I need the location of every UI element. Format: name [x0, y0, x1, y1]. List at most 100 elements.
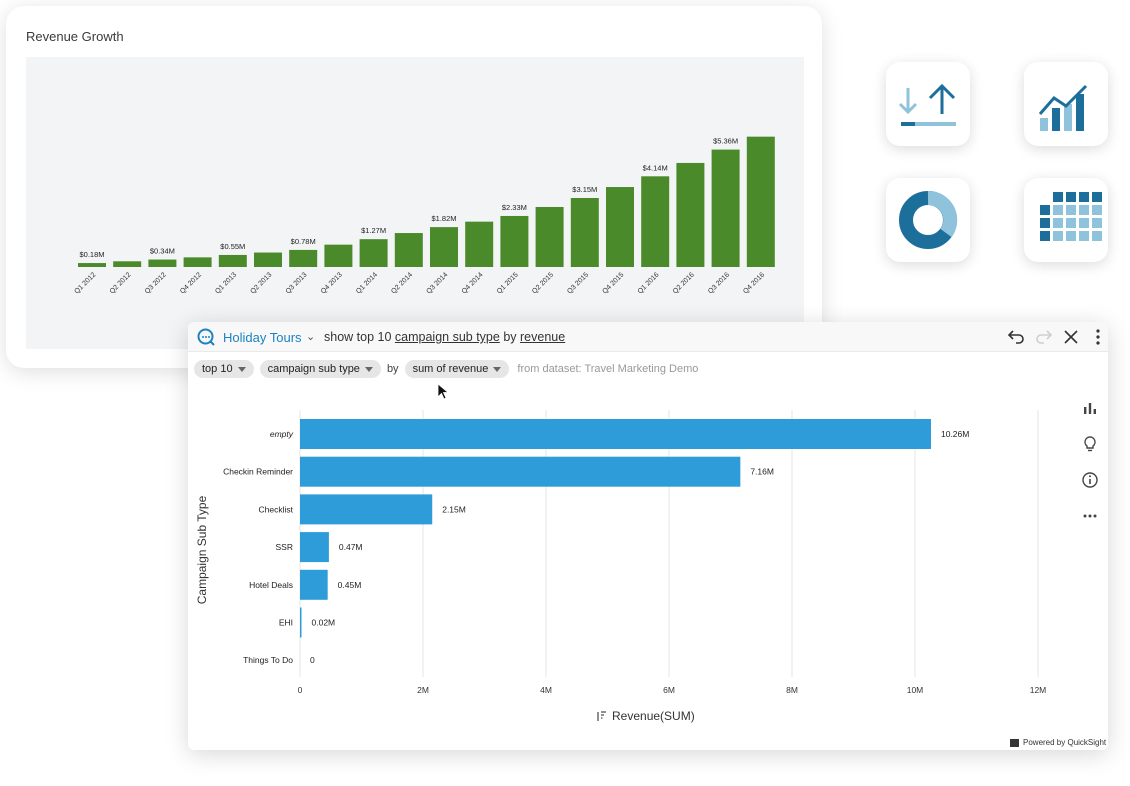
- lightbulb-icon[interactable]: [1080, 434, 1100, 454]
- chevron-down-icon[interactable]: ⌄: [306, 331, 316, 343]
- more-vertical-icon[interactable]: [1088, 327, 1108, 347]
- grid-cell: [1092, 192, 1102, 202]
- revenue-growth-title: Revenue Growth: [26, 29, 124, 44]
- y-axis-title: Campaign Sub Type: [195, 495, 209, 604]
- revenue-bar[interactable]: [289, 249, 318, 267]
- topic-selector[interactable]: Holiday Tours: [223, 330, 302, 345]
- campaign-revenue-chart: 0 2M 4M 6M 8M 10M 12M 10.26M empty 7.16M Checkin R…: [195, 410, 1046, 723]
- x-tick-label: Q1 2016: [637, 271, 661, 295]
- caret-down-icon: [493, 366, 502, 372]
- mouse-cursor-icon: [437, 383, 449, 400]
- x-tick-label: Q4 2014: [461, 271, 485, 295]
- campaign-bar[interactable]: [300, 607, 302, 638]
- grid-cell: [1066, 218, 1076, 228]
- question-field[interactable]: campaign sub type: [394, 330, 500, 344]
- revenue-bar[interactable]: [570, 198, 599, 267]
- bar-data-label: $2.33M: [502, 203, 527, 212]
- line-bar-chart-icon: [1038, 84, 1088, 131]
- redo-icon[interactable]: [1034, 327, 1054, 347]
- top-n-chip[interactable]: top 10: [194, 360, 254, 378]
- grid-cell: [1053, 192, 1063, 202]
- campaign-bar[interactable]: [300, 456, 741, 487]
- x-tick-label: 0: [298, 685, 303, 695]
- undo-icon[interactable]: [1006, 327, 1026, 347]
- x-tick-label: 8M: [786, 685, 798, 695]
- x-tick-label: Q1 2015: [496, 271, 520, 295]
- revenue-bar[interactable]: [324, 244, 353, 267]
- campaign-bar[interactable]: [300, 532, 329, 563]
- x-tick-label: Q2 2015: [531, 271, 555, 295]
- x-tick-label: Q4 2016: [742, 271, 766, 295]
- question-metric[interactable]: revenue: [520, 330, 566, 344]
- line-bar-chart-tile[interactable]: [1024, 62, 1108, 146]
- campaign-bar[interactable]: [300, 569, 328, 600]
- revenue-bar[interactable]: [359, 239, 388, 267]
- revenue-bar[interactable]: [78, 263, 106, 267]
- category-label: Checkin Reminder: [223, 467, 293, 477]
- caret-down-icon: [364, 366, 373, 372]
- upload-download-tile[interactable]: [886, 62, 970, 146]
- x-tick-label: Q3 2016: [707, 271, 731, 295]
- x-tick-label: Q4 2013: [320, 271, 344, 295]
- revenue-bar[interactable]: [113, 261, 142, 267]
- grid-cell: [1066, 231, 1076, 241]
- revenue-bar[interactable]: [394, 233, 423, 267]
- revenue-bar[interactable]: [676, 162, 705, 267]
- question-by: by: [503, 330, 517, 344]
- grid-cell: [1092, 218, 1102, 228]
- grid-table-tile[interactable]: [1024, 178, 1108, 262]
- category-label: Hotel Deals: [249, 580, 293, 590]
- grid-cell: [1053, 205, 1063, 215]
- x-tick-label: Q3 2013: [285, 271, 309, 295]
- revenue-bar[interactable]: [148, 259, 177, 267]
- dataset-label: from dataset: Travel Marketing Demo: [517, 363, 699, 375]
- powered-by-label: Powered by QuickSight: [1023, 738, 1107, 747]
- revenue-growth-chart: $0.18M Q1 2012 Q2 2012 $0.34M Q3 2012 Q4 2012…: [73, 136, 775, 295]
- question-bar: Holiday Tours ⌄ show top 10 campaign sub…: [188, 322, 1108, 352]
- category-label: Things To Do: [243, 655, 293, 665]
- x-tick-label: 4M: [540, 685, 552, 695]
- x-tick-label: 2M: [417, 685, 429, 695]
- revenue-bar[interactable]: [500, 215, 529, 267]
- bar-data-label: 7.16M: [750, 467, 774, 477]
- x-tick-label: Q1 2014: [355, 271, 379, 295]
- powered-by-badge: Powered by QuickSight: [1010, 738, 1106, 747]
- grid-cell: [1040, 218, 1050, 228]
- category-label: SSR: [276, 542, 293, 552]
- more-horizontal-icon[interactable]: [1080, 506, 1100, 526]
- info-icon[interactable]: [1080, 470, 1100, 490]
- filter-chips: top 10 campaign sub type by sum of reven…: [194, 360, 698, 378]
- bar-chart-icon[interactable]: [1080, 398, 1100, 418]
- x-tick-label: Q2 2013: [249, 271, 273, 295]
- bar-data-label: $0.55M: [220, 242, 245, 251]
- sort-icon[interactable]: [597, 711, 606, 721]
- campaign-bar[interactable]: [300, 494, 433, 525]
- revenue-bar[interactable]: [183, 257, 212, 267]
- revenue-bar[interactable]: [535, 206, 564, 267]
- bar-data-label: $0.34M: [150, 247, 175, 256]
- field-label: campaign sub type: [267, 363, 360, 375]
- revenue-bar[interactable]: [218, 254, 247, 267]
- revenue-bar[interactable]: [641, 176, 670, 267]
- revenue-bar[interactable]: [430, 227, 458, 267]
- grid-cell: [1040, 205, 1050, 215]
- category-label: Checklist: [259, 504, 294, 514]
- field-chip[interactable]: campaign sub type: [259, 360, 381, 378]
- metric-chip[interactable]: sum of revenue: [404, 360, 510, 378]
- grid-cell: [1040, 231, 1050, 241]
- revenue-bar[interactable]: [711, 149, 740, 267]
- revenue-bar[interactable]: [746, 136, 775, 267]
- x-tick-label: Q1 2012: [73, 271, 97, 295]
- close-icon[interactable]: [1061, 327, 1081, 347]
- bar-data-label: 2.15M: [442, 504, 466, 514]
- question-text[interactable]: show top 10 campaign sub type by revenue: [324, 330, 565, 344]
- revenue-bar[interactable]: [465, 221, 494, 267]
- grid-cell: [1066, 205, 1076, 215]
- x-tick-label: Q3 2014: [425, 271, 449, 295]
- revenue-bar[interactable]: [254, 252, 282, 267]
- donut-chart-tile[interactable]: [886, 178, 970, 262]
- bar-data-label: $0.78M: [291, 237, 316, 246]
- campaign-bar[interactable]: [300, 419, 931, 449]
- revenue-bar[interactable]: [606, 187, 634, 267]
